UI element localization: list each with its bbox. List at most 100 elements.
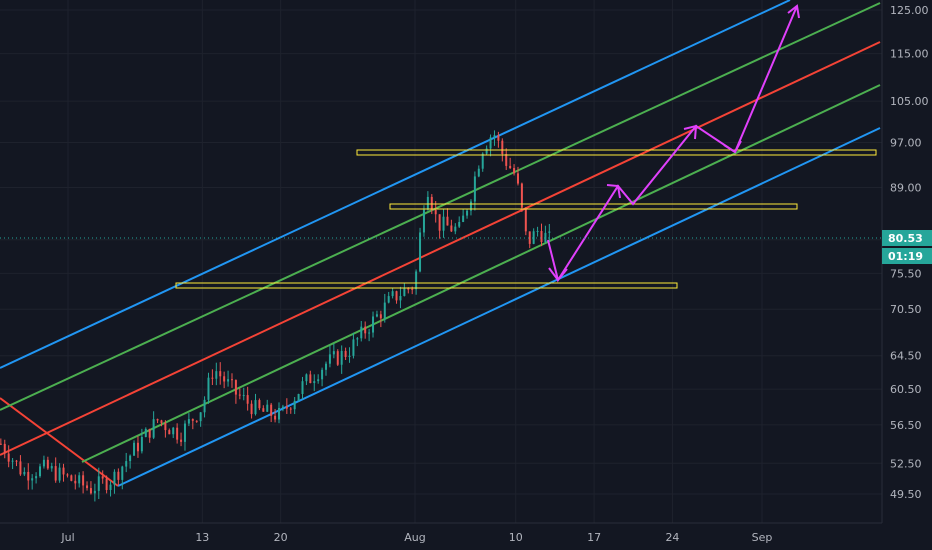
candle-body-84 <box>328 354 331 364</box>
projection-path[interactable] <box>547 4 800 283</box>
resistance-zone-middle[interactable] <box>389 203 798 210</box>
projection-arrow-1 <box>548 267 568 282</box>
candle-body-60 <box>234 380 237 395</box>
price-tick-label-3: 97.00 <box>890 137 922 150</box>
candle-body-110 <box>430 196 433 210</box>
projection-arrow-4 <box>723 140 742 154</box>
candle-body-86 <box>336 351 339 365</box>
time-axis[interactable]: Jul 13 20 Aug 10 17 24 Sep <box>60 531 772 544</box>
candle-body-85 <box>332 351 335 355</box>
candle-body-136 <box>532 231 535 244</box>
candle-body-87 <box>340 350 343 365</box>
candle-body-0 <box>0 443 2 445</box>
price-tick-label-1: 115.00 <box>890 48 929 61</box>
candle-body-44 <box>172 427 175 435</box>
candle-body-27 <box>105 478 108 491</box>
candle-body-40 <box>156 419 159 421</box>
candle-body-43 <box>168 430 171 435</box>
candle-body-115 <box>450 225 453 232</box>
candle-body-126 <box>493 135 496 138</box>
candle-body-72 <box>281 406 284 408</box>
candle-body-15 <box>58 467 61 481</box>
candle-body-33 <box>129 455 132 462</box>
candle-body-82 <box>321 369 324 380</box>
time-tick-label-4: 10 <box>509 531 523 544</box>
projection-arrow-5 <box>787 4 800 19</box>
candle-body-48 <box>187 419 190 424</box>
candle-body-25 <box>97 476 100 491</box>
time-tick-label-5: 17 <box>587 531 601 544</box>
candle-body-41 <box>160 420 163 423</box>
candle-body-66 <box>258 400 261 409</box>
candle-body-100 <box>391 291 394 297</box>
candle-body-12 <box>46 459 49 469</box>
candles <box>0 130 551 502</box>
candle-body-132 <box>516 173 519 184</box>
candle-body-10 <box>39 466 42 477</box>
candle-body-63 <box>246 395 249 404</box>
grid <box>0 0 882 523</box>
price-tick-label-6: 75.50 <box>890 267 922 280</box>
candle-body-16 <box>62 467 65 475</box>
candle-body-52 <box>203 399 206 413</box>
candle-body-49 <box>191 419 194 421</box>
candle-body-138 <box>540 230 543 243</box>
pitchfork[interactable] <box>0 0 881 487</box>
candle-body-39 <box>152 419 155 438</box>
candle-body-78 <box>305 374 308 382</box>
projection-arrow-3 <box>683 124 698 140</box>
current-price-badge: 80.53 <box>882 230 932 246</box>
candle-body-54 <box>211 377 214 379</box>
candle-body-53 <box>207 377 210 400</box>
zones[interactable] <box>175 149 877 289</box>
candle-body-113 <box>442 216 445 231</box>
candle-body-122 <box>477 168 480 177</box>
candle-body-38 <box>148 428 151 438</box>
candle-body-2 <box>7 453 10 462</box>
resistance-zone-upper[interactable] <box>356 149 877 156</box>
pitchfork-lower-outer-line <box>117 127 881 487</box>
candle-body-90 <box>352 339 355 356</box>
candle-body-35 <box>136 442 139 452</box>
candle-body-8 <box>31 478 34 481</box>
candle-body-6 <box>23 471 26 475</box>
candle-body-130 <box>509 165 512 169</box>
candle-body-56 <box>219 371 222 377</box>
current-price-badge-text: 80.53 <box>888 232 923 245</box>
candle-body-76 <box>297 393 300 401</box>
candle-body-42 <box>164 422 167 431</box>
candle-body-104 <box>407 288 410 290</box>
candle-body-98 <box>383 302 386 319</box>
countdown-badge-text: 01:19 <box>888 250 923 263</box>
price-tick-label-2: 105.00 <box>890 95 929 108</box>
candle-body-61 <box>238 394 241 396</box>
candle-body-65 <box>254 400 257 415</box>
time-tick-label-1: 13 <box>195 531 209 544</box>
candle-body-133 <box>520 183 523 208</box>
candle-body-99 <box>387 296 390 303</box>
candle-body-114 <box>446 216 449 226</box>
candle-body-101 <box>395 291 398 301</box>
candle-body-51 <box>199 412 202 422</box>
projection-arrow-2 <box>606 184 621 199</box>
candle-body-121 <box>473 176 476 202</box>
candle-body-129 <box>505 154 508 166</box>
candle-body-71 <box>277 407 280 420</box>
candle-body-77 <box>301 381 304 394</box>
candle-body-68 <box>266 404 269 412</box>
time-tick-label-7: Sep <box>752 531 773 544</box>
candle-body-50 <box>195 420 198 422</box>
candle-body-36 <box>140 436 143 452</box>
candle-body-73 <box>285 406 288 409</box>
time-tick-label-0: Jul <box>60 531 74 544</box>
support-zone-lower[interactable] <box>175 282 678 289</box>
candle-body-1 <box>3 443 6 454</box>
price-tick-label-0: 125.00 <box>890 4 929 17</box>
candle-body-58 <box>227 379 230 382</box>
candle-body-140 <box>548 231 551 233</box>
countdown-badge-bg <box>882 248 932 264</box>
time-axis-background <box>0 523 932 550</box>
candle-body-125 <box>489 137 492 149</box>
